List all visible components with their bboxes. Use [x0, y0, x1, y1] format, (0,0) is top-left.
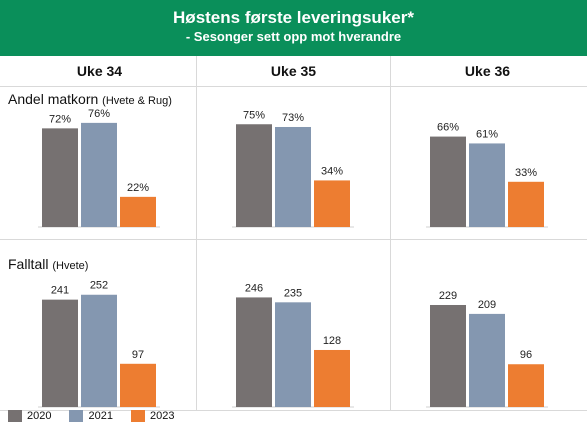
- bar-2020-uke-34: [42, 299, 78, 407]
- bar-2021-uke-36: [469, 313, 505, 407]
- column-header-uke-36: Uke 36: [464, 63, 511, 79]
- header-divider: [0, 86, 587, 87]
- column-divider: [390, 56, 391, 411]
- data-label: 22%: [127, 182, 149, 194]
- data-label: 61%: [476, 128, 498, 140]
- bar-2021-uke-35: [275, 126, 311, 227]
- legend-label: 2023: [149, 410, 175, 422]
- row-label-andel-matkorn: Andel matkorn (Hvete & Rug): [8, 91, 172, 107]
- data-label: 75%: [243, 109, 265, 121]
- legend-label: 2021: [88, 410, 113, 422]
- bar-2023-uke-36: [508, 364, 544, 407]
- page-subtitle: - Sesonger sett opp mot hverandre: [185, 29, 402, 44]
- data-label: 76%: [88, 108, 110, 120]
- legend-label: 2020: [27, 410, 52, 422]
- bar-2020-uke-34: [42, 128, 78, 227]
- bar-2021-uke-35: [275, 302, 311, 407]
- data-label: 72%: [49, 113, 71, 125]
- bar-2021-uke-34: [81, 294, 117, 407]
- data-label: 241: [51, 285, 69, 297]
- data-label: 235: [284, 287, 302, 299]
- bar-2023-uke-35: [314, 180, 350, 227]
- bar-2020-uke-36: [430, 136, 466, 227]
- row-title-suffix: (Hvete): [52, 260, 89, 272]
- row-label-falltall: Falltall (Hvete): [8, 256, 88, 272]
- row-title-suffix: (Hvete & Rug): [102, 95, 172, 107]
- column-header-uke-34: Uke 34: [76, 63, 123, 79]
- data-label: 229: [439, 290, 457, 302]
- legend-swatch: [69, 410, 84, 422]
- data-label: 33%: [515, 167, 537, 179]
- bar-2023-uke-34: [120, 196, 156, 227]
- legend: 2020 2021 2023: [8, 410, 192, 422]
- legend-item-2021: 2021: [69, 410, 113, 422]
- legend-item-2020: 2020: [8, 410, 51, 422]
- column-header-uke-35: Uke 35: [270, 63, 317, 79]
- column-divider: [196, 56, 197, 411]
- chart-grid: Uke 34 Uke 35 Uke 36 Andel matkorn (Hvet…: [0, 56, 587, 428]
- row-title: Andel matkorn: [8, 91, 99, 107]
- data-label: 97: [132, 349, 144, 361]
- bar-2020-uke-36: [430, 304, 466, 407]
- legend-divider: [0, 410, 587, 411]
- bar-2020-uke-35: [236, 124, 272, 227]
- legend-item-2023: 2023: [130, 410, 175, 422]
- bar-2021-uke-36: [469, 143, 505, 227]
- row-divider: [0, 239, 587, 240]
- bar-2023-uke-34: [120, 363, 156, 407]
- bar-2023-uke-36: [508, 181, 544, 227]
- data-label: 209: [478, 299, 496, 311]
- data-label: 128: [323, 335, 341, 347]
- data-label: 246: [245, 282, 263, 294]
- page-title: Høstens første leveringsuker*: [173, 8, 414, 27]
- data-label: 73%: [282, 112, 304, 124]
- data-label: 66%: [437, 122, 459, 134]
- bar-2020-uke-35: [236, 297, 272, 407]
- legend-swatch: [8, 410, 22, 422]
- title-banner: Høstens første leveringsuker* - Sesonger…: [0, 0, 587, 56]
- bar-2021-uke-34: [81, 122, 117, 227]
- data-label: 34%: [321, 165, 343, 177]
- data-label: 252: [90, 280, 108, 292]
- row-title: Falltall: [8, 256, 49, 272]
- bar-2023-uke-35: [314, 349, 350, 407]
- legend-swatch: [130, 410, 145, 422]
- data-label: 96: [520, 349, 532, 361]
